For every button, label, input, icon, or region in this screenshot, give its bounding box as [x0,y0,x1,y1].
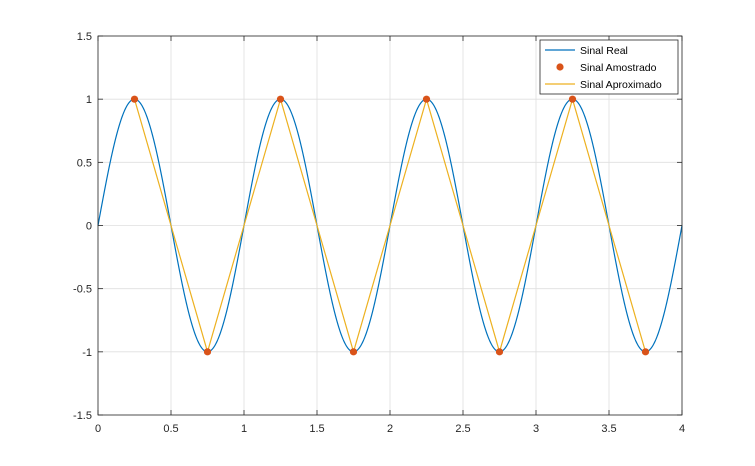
tick-labels: 0 0.5 1 1.5 2 2.5 3 3.5 4 -1.5 -1 -0.5 0 0.5 1 1.5 [73,31,685,435]
x-tick-label: 1 [241,423,247,435]
y-tick-label: 0.5 [77,157,92,169]
x-tick-label: 0 [95,423,101,435]
data-point-sinal-amostrado [422,95,431,103]
legend-label-sinal-real: Sinal Real [580,45,628,57]
legend-swatch-sinal-amostrado [556,63,564,71]
data-point-sinal-amostrado [349,348,358,356]
legend-label-sinal-aproximado: Sinal Aproximado [580,79,662,91]
x-tick-label: 4 [679,423,685,435]
y-tick-label: 0 [86,221,92,233]
data-point-sinal-amostrado [130,95,139,103]
x-tick-label: 1.5 [309,423,324,435]
data-point-sinal-amostrado [568,95,577,103]
tick-marks [97,35,683,416]
data-point-sinal-amostrado [641,348,650,356]
y-tick-label: 1 [86,94,92,106]
data-point-sinal-amostrado [495,348,504,356]
x-tick-label: 0.5 [163,423,178,435]
x-tick-label: 2.5 [455,423,470,435]
legend: Sinal Real Sinal Amostrado Sinal Aproxim… [539,39,679,95]
series-layer [97,95,683,356]
series-line-sinal-aproximado [133,97,647,354]
y-tick-label: -1.5 [73,410,92,422]
legend-label-sinal-amostrado: Sinal Amostrado [580,62,657,74]
x-tick-label: 3 [533,423,539,435]
data-point-sinal-amostrado [276,95,285,103]
x-tick-label: 2 [387,423,393,435]
data-point-sinal-amostrado [203,348,212,356]
y-tick-label: -1 [82,347,92,359]
x-tick-label: 3.5 [601,423,616,435]
y-tick-label: -0.5 [73,284,92,296]
y-tick-label: 1.5 [77,31,92,43]
